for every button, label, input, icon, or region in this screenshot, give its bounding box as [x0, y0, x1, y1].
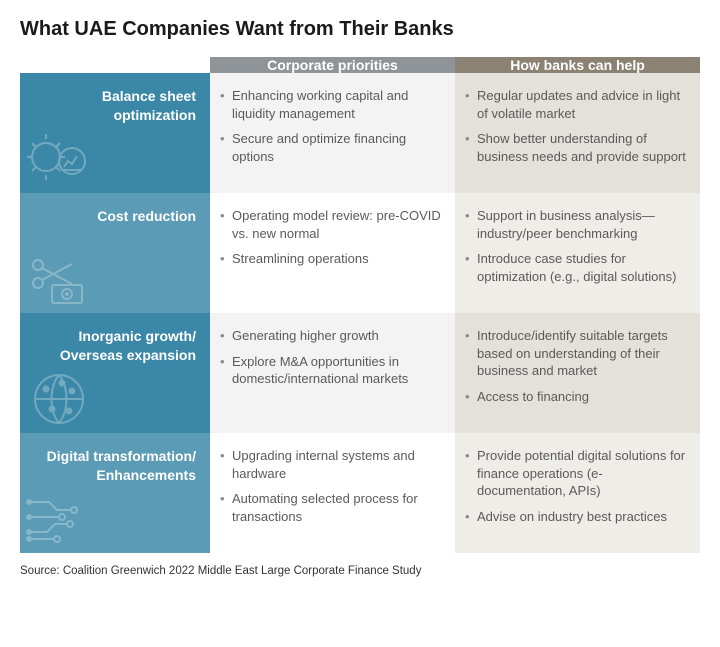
help-cell: Provide potential digital solutions for …: [455, 433, 700, 553]
column-header-help: How banks can help: [455, 57, 700, 73]
header-spacer: [20, 57, 210, 73]
list-item: Automating selected process for transact…: [220, 490, 441, 525]
help-cell: Regular updates and advice in light of v…: [455, 73, 700, 193]
list-item: Introduce case studies for optimization …: [465, 250, 686, 285]
gear-chart-icon: [24, 127, 94, 187]
priorities-table: Corporate priorities How banks can help …: [20, 57, 700, 553]
table-row: Inorganic growth/ Overseas expansion Gen…: [20, 313, 700, 433]
list-item: Show better understanding of business ne…: [465, 130, 686, 165]
list-item: Access to financing: [465, 388, 686, 406]
list-item: Enhancing working capital and liquidity …: [220, 87, 441, 122]
help-cell: Support in business analysis—industry/pe…: [455, 193, 700, 313]
table-row: Digital transformation/ Enhancements Upg…: [20, 433, 700, 553]
table-row: Cost reduction Operating model review: p…: [20, 193, 700, 313]
priorities-cell: Enhancing working capital and liquidity …: [210, 73, 455, 193]
row-label-text: Digital transformation/ Enhancements: [30, 447, 196, 485]
list-item: Regular updates and advice in light of v…: [465, 87, 686, 122]
help-cell: Introduce/identify suitable targets base…: [455, 313, 700, 433]
header-row: Corporate priorities How banks can help: [20, 57, 700, 73]
chart-title: What UAE Companies Want from Their Banks: [20, 18, 700, 41]
row-label-text: Balance sheet optimization: [30, 87, 196, 125]
globe-network-icon: [24, 367, 94, 427]
row-label: Cost reduction: [20, 193, 210, 313]
list-item: Explore M&A opportunities in domestic/in…: [220, 353, 441, 388]
source-citation: Source: Coalition Greenwich 2022 Middle …: [20, 565, 700, 577]
list-item: Upgrading internal systems and hardware: [220, 447, 441, 482]
priorities-cell: Upgrading internal systems and hardware A…: [210, 433, 455, 553]
list-item: Introduce/identify suitable targets base…: [465, 327, 686, 380]
row-label: Balance sheet optimization: [20, 73, 210, 193]
scissors-cash-icon: [24, 247, 94, 307]
list-item: Support in business analysis—industry/pe…: [465, 207, 686, 242]
list-item: Generating higher growth: [220, 327, 441, 345]
priorities-cell: Generating higher growth Explore M&A oppo…: [210, 313, 455, 433]
list-item: Streamlining operations: [220, 250, 441, 268]
list-item: Provide potential digital solutions for …: [465, 447, 686, 500]
row-label-text: Inorganic growth/ Overseas expansion: [30, 327, 196, 365]
circuit-icon: [24, 487, 94, 547]
list-item: Operating model review: pre-COVID vs. ne…: [220, 207, 441, 242]
row-label: Inorganic growth/ Overseas expansion: [20, 313, 210, 433]
table-row: Balance sheet optimization Enhancing wor…: [20, 73, 700, 193]
list-item: Advise on industry best practices: [465, 508, 686, 526]
list-item: Secure and optimize financing options: [220, 130, 441, 165]
row-label-text: Cost reduction: [30, 207, 196, 226]
column-header-priorities: Corporate priorities: [210, 57, 455, 73]
row-label: Digital transformation/ Enhancements: [20, 433, 210, 553]
priorities-cell: Operating model review: pre-COVID vs. ne…: [210, 193, 455, 313]
